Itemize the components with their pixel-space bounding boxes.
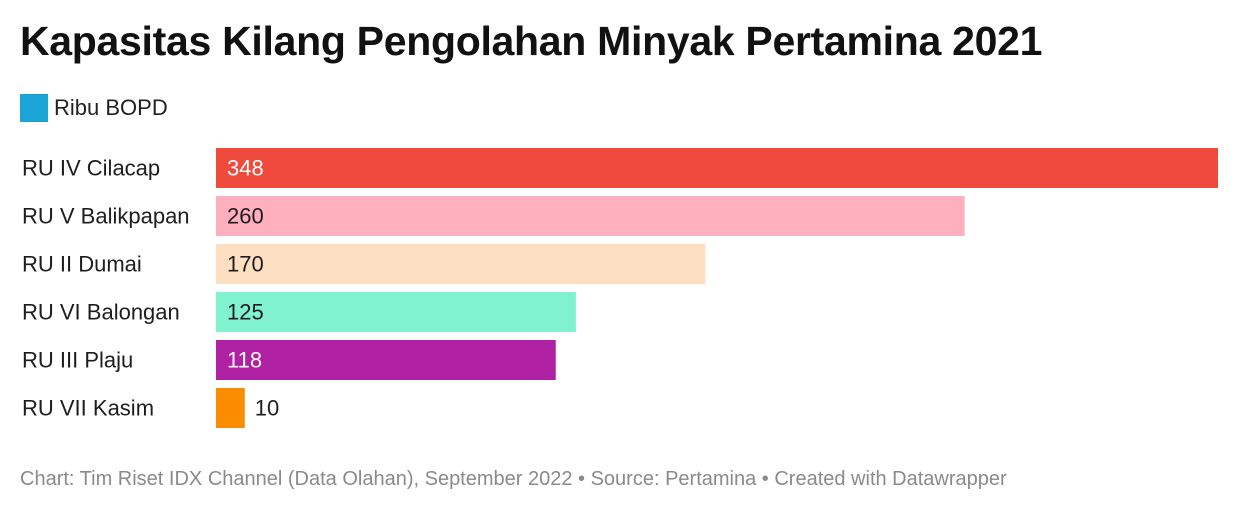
- category-label-ru-vii-kasim: RU VII Kasim: [22, 396, 154, 421]
- legend: Ribu BOPD: [20, 94, 168, 122]
- chart-title: Kapasitas Kilang Pengolahan Minyak Perta…: [20, 18, 1043, 64]
- value-label-ru-ii-dumai: 170: [227, 252, 264, 277]
- bar-ru-iii-plaju: [216, 340, 556, 380]
- category-label-ru-v-balikpapan: RU V Balikpapan: [22, 204, 190, 229]
- bar-ru-vi-balongan: [216, 292, 576, 332]
- category-label-ru-vi-balongan: RU VI Balongan: [22, 300, 180, 325]
- value-label-ru-iii-plaju: 118: [227, 348, 262, 373]
- bar-ru-vii-kasim: [216, 388, 245, 428]
- bar-chart: RU IV Cilacap 348 RU V Balikpapan 260 RU II …: [22, 148, 1218, 428]
- category-label-ru-iv-cilacap: RU IV Cilacap: [22, 156, 160, 181]
- bar-ru-iv-cilacap: [216, 148, 1218, 188]
- category-label-ru-iii-plaju: RU III Plaju: [22, 348, 133, 373]
- category-label-ru-ii-dumai: RU II Dumai: [22, 252, 142, 277]
- legend-swatch: [20, 94, 48, 122]
- chart-footer: Chart: Tim Riset IDX Channel (Data Olaha…: [20, 468, 1007, 490]
- bar-ru-ii-dumai: [216, 244, 706, 284]
- value-label-ru-vi-balongan: 125: [227, 300, 264, 325]
- legend-label: Ribu BOPD: [54, 95, 168, 120]
- value-label-ru-v-balikpapan: 260: [227, 204, 264, 229]
- bar-ru-v-balikpapan: [216, 196, 965, 236]
- value-label-ru-vii-kasim: 10: [255, 396, 279, 421]
- value-label-ru-iv-cilacap: 348: [227, 156, 264, 181]
